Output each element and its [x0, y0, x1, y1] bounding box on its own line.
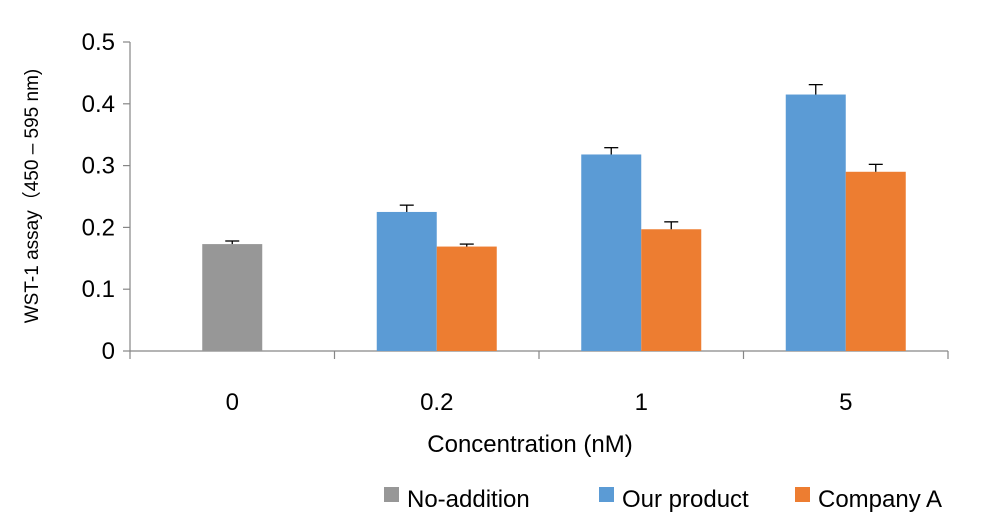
bars [202, 94, 906, 351]
tick-labels: 0 0.1 0.2 0.3 0.4 0.5 0 0.2 1 5 [82, 29, 853, 416]
legend-label: No-addition [407, 486, 530, 513]
bar [436, 246, 497, 351]
y-tick-label: 0 [102, 338, 115, 365]
legend-swatch [795, 487, 810, 502]
y-tick-label: 0.5 [82, 29, 115, 56]
y-axis-title: WST-1 assay（450 – 595 nm) [21, 69, 43, 324]
bar [376, 211, 437, 351]
legend-label: Our product [622, 486, 749, 513]
bar [581, 154, 642, 351]
error-bars [225, 83, 883, 247]
x-tick-label: 1 [635, 389, 648, 416]
bar [845, 171, 906, 351]
y-tick-label: 0.2 [82, 214, 115, 241]
y-tick-label: 0.1 [82, 276, 115, 303]
x-axis-title: Concentration (nM) [427, 431, 632, 458]
legend-label: Company A [818, 486, 942, 513]
legend-swatch [384, 487, 399, 502]
legend: No-addition Our product Company A [384, 486, 942, 513]
x-tick-label: 5 [839, 389, 852, 416]
bar [202, 244, 263, 351]
x-tick-label: 0 [226, 389, 239, 416]
y-tick-label: 0.3 [82, 153, 115, 180]
legend-swatch [599, 487, 614, 502]
x-tick-label: 0.2 [420, 389, 453, 416]
bar [641, 229, 702, 351]
y-tick-label: 0.4 [82, 91, 115, 118]
bar [785, 94, 846, 351]
